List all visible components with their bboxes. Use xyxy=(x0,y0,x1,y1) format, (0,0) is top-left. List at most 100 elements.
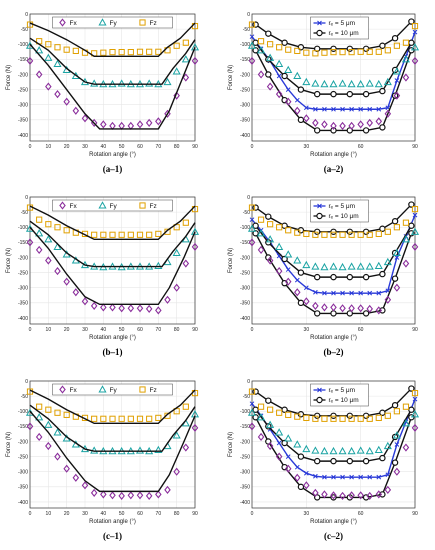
data-point xyxy=(297,116,305,124)
plot-frame xyxy=(29,196,196,325)
y-tick-label: -200 xyxy=(18,255,28,261)
x-tick-label: 30 xyxy=(82,327,88,333)
data-point xyxy=(265,213,272,220)
data-point xyxy=(339,121,346,130)
data-point xyxy=(362,457,370,465)
y-tick-label: -400 xyxy=(240,133,250,139)
panel-caption: (b–2) xyxy=(324,347,344,357)
data-point xyxy=(348,121,355,130)
data-point xyxy=(402,443,410,452)
data-point xyxy=(379,454,386,462)
x-tick-label: 80 xyxy=(174,511,180,517)
data-point xyxy=(379,270,386,278)
data-point xyxy=(331,290,336,296)
series-3 xyxy=(252,39,415,98)
data-point xyxy=(302,444,311,453)
data-point xyxy=(314,90,321,98)
x-tick-label: 20 xyxy=(64,327,70,333)
x-tick-label: 70 xyxy=(156,327,162,333)
plot-frame xyxy=(29,13,196,142)
data-point xyxy=(294,106,301,115)
data-point xyxy=(411,389,419,397)
data-point xyxy=(146,415,153,422)
series-6 xyxy=(29,226,196,306)
data-point xyxy=(329,446,338,455)
x-tick-label: 30 xyxy=(304,144,310,150)
data-point xyxy=(109,303,116,312)
data-point xyxy=(275,428,284,436)
data-point xyxy=(367,106,373,112)
data-point xyxy=(136,120,144,129)
y-tick-label: -150 xyxy=(18,57,28,63)
data-point xyxy=(248,21,256,28)
x-tick-label: 70 xyxy=(156,144,162,150)
panel-caption: (a–2) xyxy=(324,164,344,174)
y-tick-label: -250 xyxy=(240,270,250,276)
data-point xyxy=(321,415,328,422)
data-point xyxy=(294,473,301,482)
x-tick-label: 0 xyxy=(29,511,32,517)
data-point xyxy=(321,303,328,312)
y-tick-label: -400 xyxy=(240,316,250,322)
data-point xyxy=(182,403,189,410)
data-point xyxy=(173,42,180,49)
data-point xyxy=(348,491,355,500)
data-point xyxy=(127,491,135,500)
data-point xyxy=(375,117,383,126)
data-point xyxy=(391,217,399,225)
y-tick-label: -100 xyxy=(240,42,250,48)
legend-marker xyxy=(98,385,107,393)
series-7 xyxy=(248,21,419,57)
data-point xyxy=(321,231,328,238)
data-point xyxy=(136,491,144,500)
x-tick-label: 40 xyxy=(101,144,107,150)
data-point xyxy=(252,47,259,54)
data-point xyxy=(375,490,383,499)
data-point xyxy=(358,290,364,296)
data-point xyxy=(54,409,61,416)
data-point xyxy=(275,242,284,250)
data-point xyxy=(410,410,420,418)
legend-marker xyxy=(139,19,146,26)
data-point xyxy=(100,231,107,238)
y-tick-label: -350 xyxy=(18,301,28,307)
series-5 xyxy=(248,422,419,500)
data-point xyxy=(45,406,52,413)
data-point xyxy=(164,109,171,118)
data-point xyxy=(265,397,272,404)
data-point xyxy=(81,481,89,490)
series-4 xyxy=(29,389,196,425)
data-point xyxy=(191,242,199,251)
data-point xyxy=(330,273,337,281)
data-point xyxy=(357,48,364,55)
legend-label: rₑ = 5 μm xyxy=(329,203,356,210)
data-point xyxy=(312,301,319,310)
data-point xyxy=(145,491,153,500)
y-tick-label: -400 xyxy=(18,500,28,506)
data-point xyxy=(252,39,259,46)
data-point xyxy=(257,403,265,410)
data-point xyxy=(109,121,116,130)
data-point xyxy=(379,124,386,131)
data-point xyxy=(36,216,43,223)
x-tick-label: 50 xyxy=(119,511,125,517)
data-point xyxy=(394,442,400,447)
x-tick-label: 90 xyxy=(192,144,198,150)
data-point xyxy=(109,231,116,238)
data-point xyxy=(155,490,162,499)
legend-label: Fy xyxy=(110,20,118,27)
data-point xyxy=(392,67,401,75)
data-point xyxy=(365,446,374,455)
x-axis-label: Rotation angle (°) xyxy=(89,152,136,158)
data-point xyxy=(383,257,392,266)
data-point xyxy=(391,459,399,466)
data-point xyxy=(182,443,190,452)
data-point xyxy=(393,42,400,49)
data-point xyxy=(276,224,283,231)
data-point xyxy=(53,59,62,67)
y-axis-label: Force (N) xyxy=(228,432,234,457)
legend: Fx Fy Fz xyxy=(52,199,173,212)
y-tick-label: -250 xyxy=(240,87,250,93)
data-point xyxy=(346,457,353,465)
